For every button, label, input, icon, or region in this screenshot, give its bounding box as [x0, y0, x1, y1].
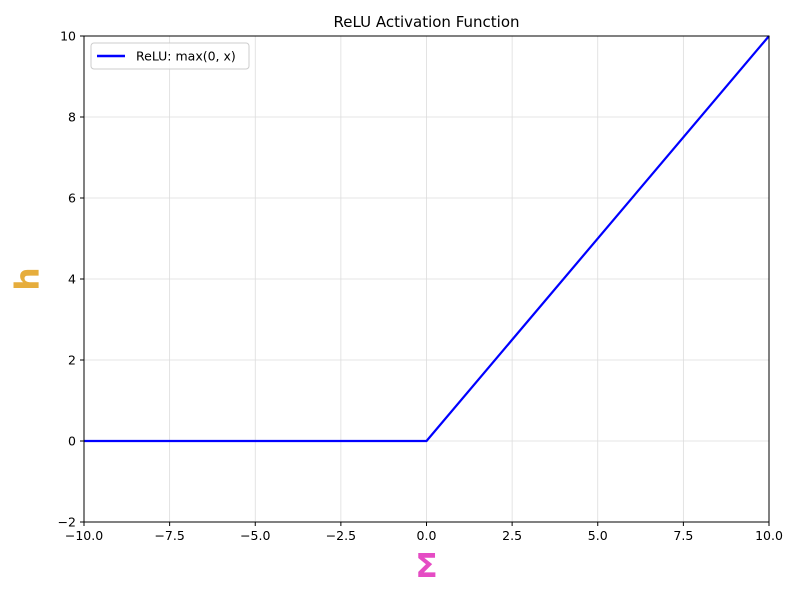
x-tick-label: 0.0 [417, 528, 437, 543]
y-axis-label: h [8, 267, 47, 291]
y-tick-label: 10 [60, 29, 76, 44]
plot-lines [84, 35, 770, 443]
x-tick-label: −5.0 [240, 528, 270, 543]
x-tick-label: −10.0 [65, 528, 103, 543]
x-axis-label: Σ [415, 546, 438, 585]
y-tick-label: −2 [58, 515, 76, 530]
legend: ReLU: max(0, x) [90, 42, 250, 70]
y-tick-label: 2 [68, 353, 76, 368]
y-tick-label: 8 [68, 110, 76, 125]
chart-title: ReLU Activation Function [334, 13, 520, 31]
legend-box [90, 42, 250, 70]
y-tick-label: 6 [68, 191, 76, 206]
ticks: −10.0 −7.5 −5.0 −2.5 0.0 2.5 5.0 7.5 10.0 −2 0 2 4 6 8… [58, 29, 783, 544]
x-tick-label: 10.0 [755, 528, 783, 543]
x-tick-label: 5.0 [588, 528, 608, 543]
legend-label: ReLU: max(0, x) [136, 49, 236, 64]
y-tick-label: 4 [68, 272, 76, 287]
x-tick-label: −7.5 [154, 528, 184, 543]
x-tick-label: 7.5 [673, 528, 693, 543]
x-tick-label: −2.5 [326, 528, 356, 543]
y-tick-label: 0 [68, 434, 76, 449]
series-line [84, 35, 770, 443]
x-tick-label: 2.5 [502, 528, 522, 543]
